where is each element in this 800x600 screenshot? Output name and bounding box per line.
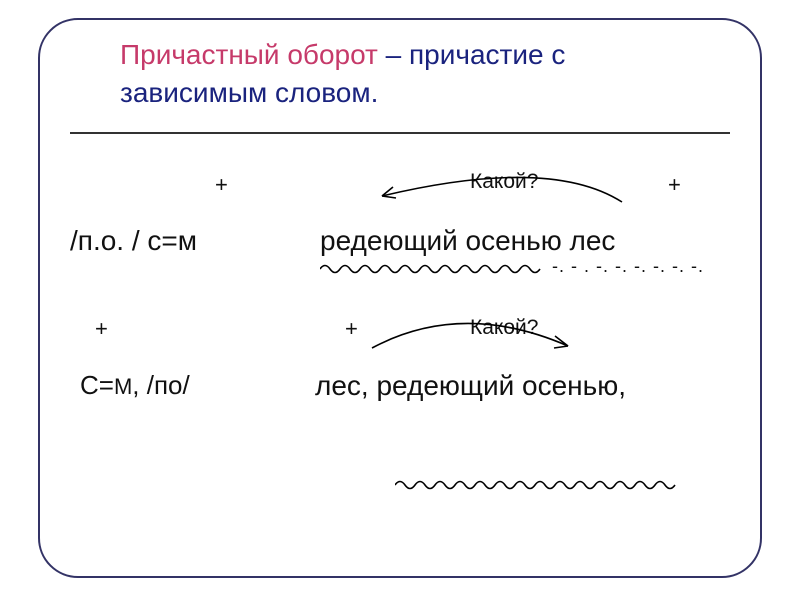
phrase-1: редеющий осенью лес	[320, 225, 615, 257]
schema-2: С=М, /по/	[80, 370, 190, 401]
schema-2-rest: , /по/	[132, 370, 189, 400]
wavy-underline-icon	[395, 478, 677, 490]
schema-2-c: С=	[80, 370, 114, 400]
schema-2-m: М	[114, 374, 132, 399]
arrow-curve-icon	[362, 306, 578, 364]
title-block: Причастный оборот – причастие с зависимы…	[120, 36, 720, 112]
divider-line	[70, 132, 730, 134]
schema-1: /п.о. / с=м	[70, 225, 197, 257]
plus-marker: +	[345, 316, 358, 342]
plus-marker: +	[668, 172, 681, 198]
title-term: Причастный оборот	[120, 39, 378, 70]
plus-marker: +	[215, 172, 228, 198]
dashdot-underline: -. - . -. -. -. -. -. -.	[552, 256, 704, 277]
arrow-curve-icon	[370, 160, 630, 220]
plus-marker: +	[95, 316, 108, 342]
phrase-2: лес, редеющий осенью,	[315, 370, 626, 402]
title-dash: –	[378, 39, 409, 70]
wavy-underline-icon	[320, 262, 542, 274]
